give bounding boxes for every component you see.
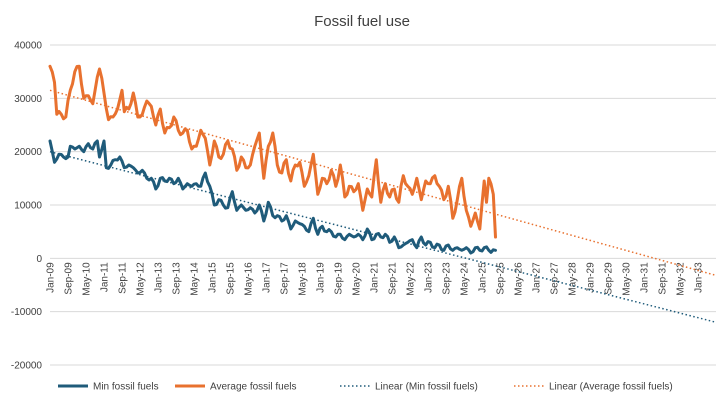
x-tick-label: May-30 xyxy=(622,262,633,296)
x-tick-label: Sep-31 xyxy=(658,262,669,295)
x-tick-label: Jan-11 xyxy=(100,262,111,292)
gridlines xyxy=(50,44,716,366)
x-tick-label: Jan-13 xyxy=(154,262,165,293)
x-tick-label: Jan-27 xyxy=(532,262,543,293)
x-tick-label: Jan-33 xyxy=(694,262,705,293)
legend-label: Average fossil fuels xyxy=(210,382,297,393)
y-axis-ticks: -20000 -10000 0 10000 20000 30000 40000 xyxy=(11,41,43,372)
series-line-3 xyxy=(49,89,717,277)
x-tick-label: May-24 xyxy=(460,262,471,296)
x-tick-label: Jan-21 xyxy=(370,262,381,293)
x-tick-label: May-16 xyxy=(244,262,255,296)
x-tick-label: May-10 xyxy=(82,262,93,296)
x-tick-label: Sep-11 xyxy=(118,262,129,294)
x-tick-label: Sep-15 xyxy=(226,262,237,295)
x-tick-label: Sep-19 xyxy=(334,262,345,295)
y-tick-label: -20000 xyxy=(11,361,43,372)
series-line-2 xyxy=(49,150,717,324)
legend-label: Min fossil fuels xyxy=(93,382,159,393)
x-tick-label: Sep-21 xyxy=(388,262,399,295)
y-tick-label: 40000 xyxy=(14,41,42,52)
x-tick-label: Jan-17 xyxy=(262,262,273,293)
x-tick-label: May-28 xyxy=(568,262,579,296)
y-tick-label: 0 xyxy=(36,254,42,265)
x-tick-label: Jan-09 xyxy=(46,262,57,293)
y-tick-label: 30000 xyxy=(14,94,42,105)
x-tick-label: Jan-31 xyxy=(640,262,651,293)
x-tick-label: Sep-13 xyxy=(172,262,183,295)
chart-title: Fossil fuel use xyxy=(314,13,410,30)
x-tick-label: Sep-17 xyxy=(280,262,291,295)
legend-label: Linear (Min fossil fuels) xyxy=(375,382,478,393)
x-tick-label: May-22 xyxy=(406,262,417,296)
x-tick-label: Sep-23 xyxy=(442,262,453,295)
series-lines xyxy=(48,64,717,324)
x-tick-label: May-26 xyxy=(514,262,525,296)
x-tick-label: Sep-09 xyxy=(64,262,75,295)
legend-label: Linear (Average fossil fuels) xyxy=(549,382,673,393)
x-tick-label: May-20 xyxy=(352,262,363,296)
y-tick-label: 20000 xyxy=(14,147,42,158)
y-tick-label: -10000 xyxy=(11,307,43,318)
x-tick-label: Jan-15 xyxy=(208,262,219,293)
x-tick-label: Jan-19 xyxy=(316,262,327,293)
x-axis-ticks: Jan-09 Sep-09 May-10 Jan-11 Sep-11 May-12 Jan-… xyxy=(46,262,705,296)
x-tick-label: May-32 xyxy=(676,262,687,296)
x-tick-label: Sep-29 xyxy=(604,262,615,295)
x-tick-label: Jan-23 xyxy=(424,262,435,293)
x-tick-label: Sep-27 xyxy=(550,262,561,295)
x-tick-label: Sep-25 xyxy=(496,262,507,295)
x-tick-label: May-18 xyxy=(298,262,309,296)
legend: Min fossil fuels Average fossil fuels Line… xyxy=(58,382,673,393)
series-line-0 xyxy=(48,139,497,255)
x-tick-label: Jan-25 xyxy=(478,262,489,293)
x-tick-label: May-12 xyxy=(136,262,147,296)
x-tick-label: May-14 xyxy=(190,262,201,296)
y-tick-label: 10000 xyxy=(14,201,42,212)
x-tick-label: Jan-29 xyxy=(586,262,597,293)
